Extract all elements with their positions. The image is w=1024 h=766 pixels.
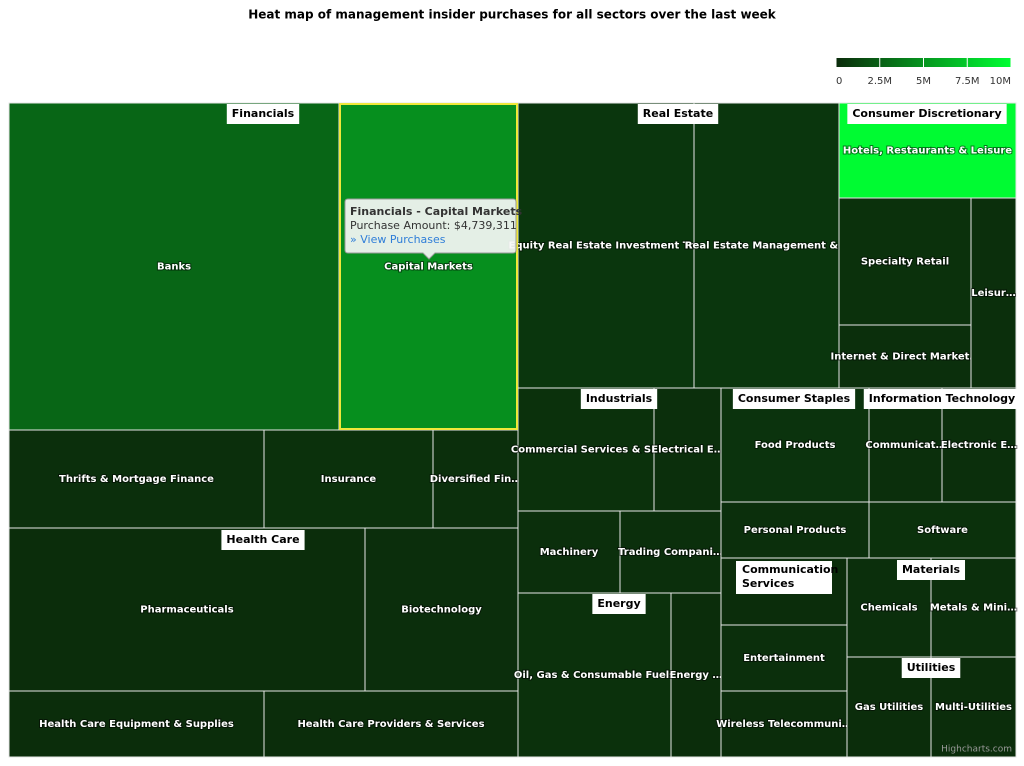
treemap-cell	[693, 102, 840, 389]
credits[interactable]: Highcharts.com	[941, 745, 1012, 755]
cell-label: Equity Real Estate Investment Tr…	[509, 241, 704, 252]
sector-label: Information Technology	[869, 392, 1015, 405]
sector-label: Communication Services	[742, 563, 838, 590]
treemap-cell	[720, 690, 848, 758]
tooltip-text: Purchase Amount: $4,739,311	[350, 219, 517, 232]
sector-label: Real Estate	[643, 107, 713, 120]
cell-label: Entertainment	[743, 653, 825, 664]
sector-label: Materials	[902, 563, 960, 576]
sector-label-bg	[847, 104, 1007, 124]
sector-label: Utilities	[907, 661, 956, 674]
sector-label-bg	[896, 560, 966, 580]
cell-label: Pharmaceuticals	[140, 605, 233, 616]
sector-label: Consumer Staples	[738, 392, 851, 405]
treemap-cell	[619, 510, 722, 594]
hover-outline	[339, 103, 518, 430]
sector-label: Industrials	[586, 392, 653, 405]
cell-label: Capital Markets	[384, 262, 473, 273]
treemap-cell	[263, 690, 519, 758]
treemap-cell	[517, 592, 672, 758]
treemap-cell	[670, 592, 722, 758]
cell-label: Chemicals	[860, 603, 917, 614]
tooltip-box	[344, 198, 517, 260]
cell-label: Banks	[157, 262, 191, 273]
treemap-cell	[517, 510, 621, 594]
color-tick-label: 2.5M	[867, 76, 892, 87]
cell-label: Trading Compani…	[618, 547, 723, 558]
sector-label-bg	[637, 104, 719, 124]
tooltip-link[interactable]: » View Purchases	[350, 233, 446, 246]
cell-label: Food Products	[755, 440, 836, 451]
cell-label: Electronic E…	[941, 440, 1017, 451]
cell-label: Thrifts & Mortgage Finance	[59, 474, 214, 485]
cell-label: Metals & Mini…	[930, 603, 1017, 614]
sector-label-bg	[592, 594, 646, 614]
sector-label-bg	[226, 104, 300, 124]
chart-title: Heat map of management insider purchases…	[248, 8, 777, 22]
cell-label: Diversified Fin…	[430, 474, 522, 485]
color-tick-label: 0	[836, 76, 842, 87]
cell-label: Health Care Providers & Services	[297, 719, 484, 730]
sector-label: Consumer Discretionary	[852, 107, 1001, 120]
cell-label: Health Care Equipment & Supplies	[39, 719, 234, 730]
color-tick-label: 7.5M	[955, 76, 980, 87]
sector-label-bg	[221, 530, 305, 550]
treemap-cell	[338, 102, 519, 431]
cell-label: Wireless Telecommuni…	[716, 719, 852, 730]
sector-label: Financials	[232, 107, 295, 120]
sector-label: Health Care	[226, 533, 299, 546]
cell-label: Leisur…	[971, 288, 1016, 299]
cell-label: Biotechnology	[401, 605, 482, 616]
treemap-cell	[720, 501, 870, 559]
cell-label: Commercial Services & S…	[511, 445, 661, 456]
cell-label: Electrical E…	[651, 445, 724, 456]
color-tick-label: 10M	[990, 76, 1011, 87]
sector-label-bg	[580, 389, 658, 409]
sector-label-bg	[736, 561, 832, 594]
cell-label: Hotels, Restaurants & Leisure	[843, 146, 1012, 157]
cell-label: Software	[917, 525, 968, 536]
treemap-cell	[8, 102, 340, 431]
cell-label: Insurance	[321, 474, 377, 485]
cell-label: Personal Products	[744, 525, 847, 536]
sector-label-bg	[901, 658, 961, 678]
treemap-cell	[653, 387, 722, 512]
treemap-cell	[517, 102, 695, 389]
treemap-cell	[838, 197, 972, 326]
color-tick-label: 5M	[916, 76, 931, 87]
treemap-cell	[8, 527, 366, 692]
cell-label: Real Estate Management &…	[685, 241, 848, 252]
tooltip-title: Financials - Capital Markets	[350, 205, 523, 218]
sector-label: Energy	[597, 597, 640, 610]
treemap-cell	[720, 624, 848, 692]
cell-label: Machinery	[540, 547, 599, 558]
cell-label: Specialty Retail	[861, 257, 949, 268]
treemap-cell	[8, 690, 265, 758]
cell-label: Oil, Gas & Consumable Fuels	[514, 670, 675, 681]
treemap-cell	[970, 197, 1017, 389]
cell-label: Multi-Utilities	[935, 702, 1012, 713]
cell-label: Gas Utilities	[855, 702, 924, 713]
treemap-cell	[868, 501, 1017, 559]
cell-label: Internet & Direct Market…	[831, 352, 980, 363]
sector-label-bg	[863, 389, 1021, 409]
cell-label: Communicat…	[865, 440, 945, 451]
cell-label: Energy …	[670, 670, 723, 681]
sector-label-bg	[732, 389, 856, 409]
